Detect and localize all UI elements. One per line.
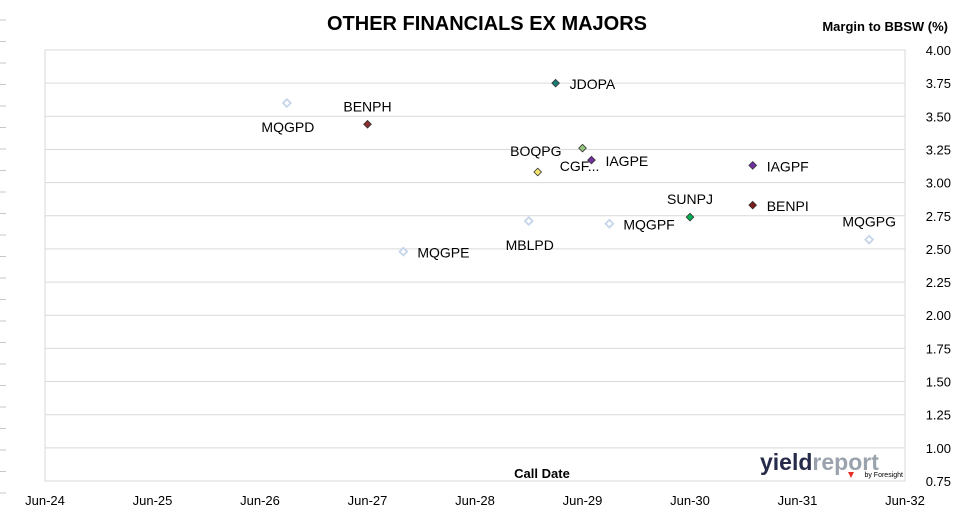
data-point-mqgpe bbox=[398, 246, 409, 257]
data-point-iagpe bbox=[587, 155, 596, 165]
y-axis-title: Margin to BBSW (%) bbox=[822, 19, 948, 34]
data-point-mqgpd bbox=[281, 97, 292, 109]
data-label-mblpd: MBLPD bbox=[506, 237, 554, 253]
data-label-mqgpg: MQGPG bbox=[842, 214, 896, 230]
y-tick-label: 2.75 bbox=[926, 209, 951, 224]
logo-wordmark-yield: yield bbox=[760, 449, 812, 475]
yieldreport-logo: yieldreport by Foresight bbox=[760, 449, 903, 479]
data-point-benpi bbox=[748, 200, 758, 210]
data-label-mqgpf: MQGPF bbox=[623, 217, 674, 233]
y-tick-label: 4.00 bbox=[926, 43, 951, 58]
x-tick-label: Jun-30 bbox=[670, 493, 710, 508]
y-tick-label: 1.25 bbox=[926, 408, 951, 423]
logo-tagline: by Foresight bbox=[864, 472, 903, 479]
y-tick-label: 1.50 bbox=[926, 375, 951, 390]
y-axis-tick-labels: 4.00 3.75 3.50 3.25 3.00 2.75 2.50 2.25 2.00 1.75… bbox=[926, 43, 951, 489]
y-tick-label: 3.75 bbox=[926, 76, 951, 91]
data-label-benpi: BENPI bbox=[767, 198, 809, 214]
data-label-benph: BENPH bbox=[343, 98, 391, 114]
data-label-iagpe: IAGPE bbox=[605, 153, 648, 169]
chart-title: OTHER FINANCIALS EX MAJORS bbox=[327, 13, 647, 35]
x-tick-label: Jun-27 bbox=[348, 493, 388, 508]
x-tick-label: Jun-32 bbox=[885, 493, 925, 508]
x-axis-title: Call Date bbox=[514, 466, 570, 481]
data-label-mqgpe: MQGPE bbox=[417, 245, 469, 261]
y-tick-label: 3.00 bbox=[926, 176, 951, 191]
y-tick-label: 1.00 bbox=[926, 441, 951, 456]
data-point-jdopa bbox=[551, 78, 560, 88]
data-point-benph bbox=[363, 119, 372, 129]
data-label-mqgpd: MQGPD bbox=[261, 119, 314, 135]
data-point-sunpj bbox=[685, 212, 695, 222]
y-tick-label: 2.50 bbox=[926, 242, 951, 257]
logo-arrow-icon bbox=[848, 472, 854, 478]
x-tick-label: Jun-25 bbox=[133, 493, 173, 508]
data-point-cgf bbox=[533, 167, 543, 177]
data-label-iagpf: IAGPF bbox=[767, 158, 809, 174]
x-tick-label: Jun-28 bbox=[455, 493, 495, 508]
data-label-boqpg: BOQPG bbox=[510, 143, 561, 159]
y-tick-label: 3.50 bbox=[926, 109, 951, 124]
data-point-mqgpg bbox=[864, 234, 875, 245]
y-tick-label: 1.75 bbox=[926, 341, 951, 356]
data-point-iagpf bbox=[748, 161, 758, 170]
x-tick-label: Jun-29 bbox=[563, 493, 603, 508]
data-point-mqgpf bbox=[604, 218, 615, 229]
x-axis-tick-labels: Jun-24 Jun-25 Jun-26 Jun-27 Jun-28 Jun-29 Jun-… bbox=[25, 493, 925, 508]
data-label-jdopa: JDOPA bbox=[570, 76, 616, 92]
plot-area-border bbox=[44, 49, 906, 482]
logo-wordmark-report: report bbox=[812, 449, 879, 475]
data-points: MQGPD BENPH MQGPE JDOPA BOQPG IAGPE CGF... MBLP… bbox=[261, 76, 896, 260]
x-tick-label: Jun-31 bbox=[778, 493, 818, 508]
y-tick-label: 0.75 bbox=[926, 474, 951, 489]
x-tick-label: Jun-24 bbox=[25, 493, 65, 508]
data-point-boqpg bbox=[578, 143, 587, 153]
y-tick-label: 2.25 bbox=[926, 275, 951, 290]
data-point-mblpd bbox=[523, 216, 534, 227]
y-tick-label: 2.00 bbox=[926, 308, 951, 323]
logo-wordmark: yieldreport bbox=[760, 449, 879, 475]
data-label-cgf: CGF... bbox=[560, 158, 600, 174]
y-tick-label: 3.25 bbox=[926, 142, 951, 157]
left-edge-tick-marks bbox=[0, 19, 6, 494]
x-tick-label: Jun-26 bbox=[240, 493, 280, 508]
data-label-sunpj: SUNPJ bbox=[667, 191, 713, 207]
